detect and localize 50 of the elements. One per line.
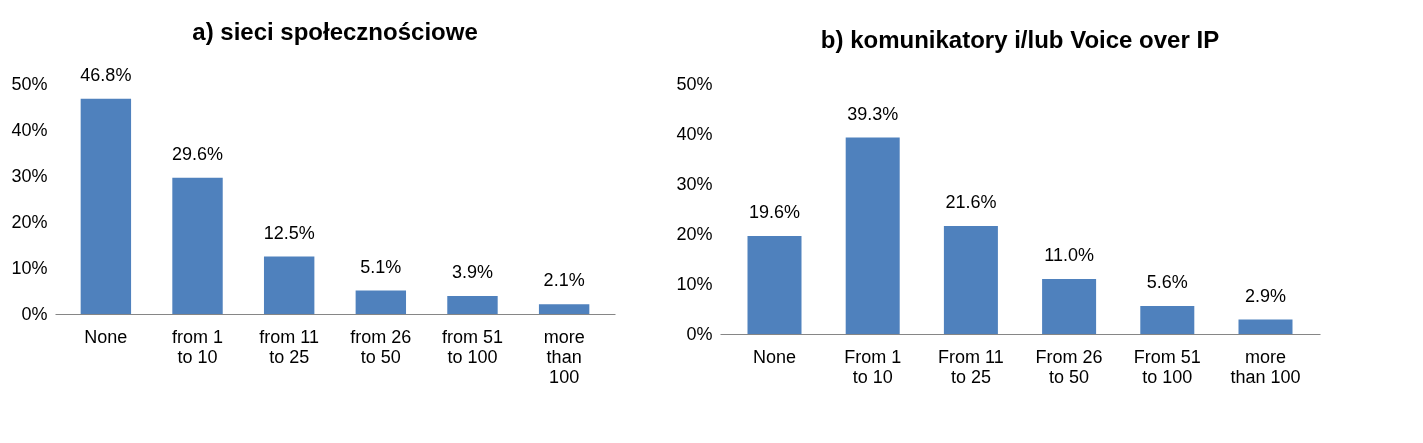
x-tick-label: from 11 to 25: [259, 326, 320, 367]
y-tick-label: 50%: [11, 73, 48, 94]
y-tick-label: 40%: [676, 123, 713, 144]
data-label: 3.9%: [451, 262, 493, 283]
bar: [80, 98, 132, 314]
x-tick-label: From 1 to 10: [844, 346, 902, 387]
data-label: 11.0%: [1044, 245, 1094, 265]
bar: [1238, 319, 1293, 334]
y-tick-label: 50%: [676, 73, 713, 94]
chart-title: b) komunikatory i/lub Voice over IP: [820, 26, 1220, 53]
data-label: 5.6%: [1146, 272, 1188, 292]
y-tick-label: 40%: [11, 119, 48, 140]
x-tick-label: from 26 to 50: [350, 326, 412, 367]
data-label: 29.6%: [172, 143, 224, 164]
data-label: 19.6%: [748, 202, 801, 222]
bar: [1140, 306, 1195, 334]
y-tick-label: 30%: [676, 173, 713, 194]
x-tick-label: None: [752, 346, 797, 367]
y-tick-label: 20%: [676, 223, 713, 244]
y-tick-label: 0%: [686, 323, 713, 344]
x-tick-label: more than 100: [1230, 346, 1301, 387]
x-tick-label: from 51 to 100: [441, 326, 503, 367]
bar: [1042, 279, 1097, 334]
x-tick-label: from 1 to 10: [172, 326, 224, 367]
bar: [172, 177, 223, 314]
data-label: 2.1%: [543, 270, 585, 291]
y-tick-label: 0%: [21, 303, 48, 324]
bar: [538, 304, 590, 314]
x-tick-label: From 26 to 50: [1035, 346, 1103, 387]
data-label: 39.3%: [847, 103, 899, 124]
data-label: 12.5%: [263, 222, 315, 243]
data-label: 46.8%: [80, 64, 132, 85]
data-label: 2.9%: [1244, 285, 1287, 306]
bar: [747, 236, 802, 334]
y-tick-label: 30%: [11, 165, 48, 186]
x-tick-label: None: [84, 326, 128, 347]
x-tick-label: more than 100: [543, 326, 585, 387]
bar: [355, 290, 407, 314]
y-tick-label: 20%: [11, 211, 48, 232]
y-tick-label: 10%: [11, 257, 48, 278]
data-label: 21.6%: [945, 192, 997, 212]
y-tick-label: 10%: [676, 273, 713, 294]
x-tick-label: From 11 to 25: [938, 346, 1004, 387]
bar: [263, 256, 315, 314]
chart-title: a) sieci społecznościowe: [192, 17, 478, 45]
x-tick-label: From 51 to 100: [1133, 346, 1201, 387]
bar: [447, 296, 498, 314]
bar: [943, 226, 998, 334]
bar: [845, 137, 900, 334]
data-label: 5.1%: [360, 256, 402, 277]
